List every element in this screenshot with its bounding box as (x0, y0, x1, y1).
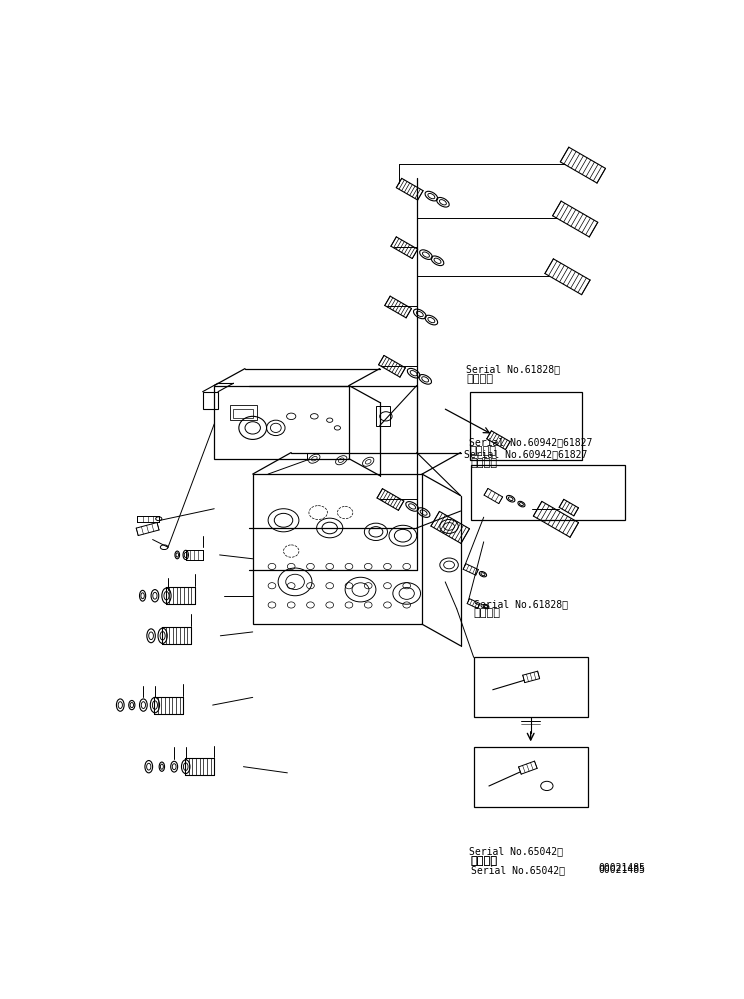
Bar (230, 405, 257, 421)
Text: 適用号機: 適用号機 (471, 855, 498, 865)
Text: 適用号機: 適用号機 (469, 446, 496, 456)
Text: Serial No.60942～61827: Serial No.60942～61827 (464, 450, 588, 460)
Bar (234, 409, 253, 418)
Text: 00021485: 00021485 (598, 863, 646, 873)
Text: Serial No.61828～: Serial No.61828～ (474, 599, 568, 609)
Text: Serial No.61828～: Serial No.61828～ (466, 365, 560, 375)
Text: Serial No.65042～: Serial No.65042～ (471, 865, 565, 875)
Bar (376, 407, 390, 426)
Text: 適用号機: 適用号機 (474, 608, 501, 618)
Text: 適用号機: 適用号機 (471, 459, 498, 469)
Text: Serial No.60942～61827: Serial No.60942～61827 (469, 437, 592, 447)
Bar (214, 386, 349, 459)
Bar (470, 393, 582, 461)
Text: 00021485: 00021485 (598, 865, 646, 875)
Bar (474, 657, 588, 717)
Bar (471, 465, 625, 520)
Bar (253, 475, 422, 624)
Bar (474, 747, 588, 807)
Text: Serial No.65042～: Serial No.65042～ (469, 846, 563, 856)
Text: 適用号機: 適用号機 (466, 374, 493, 384)
Text: 適用号機: 適用号機 (471, 855, 498, 865)
Bar (202, 392, 218, 409)
